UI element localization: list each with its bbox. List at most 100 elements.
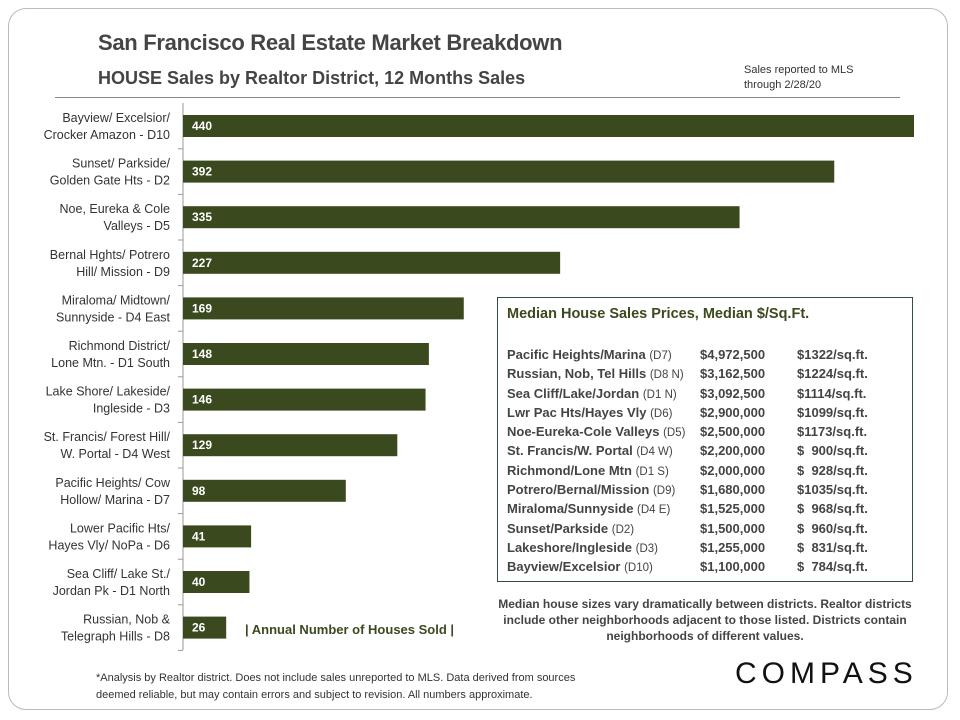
data-label: 227	[192, 256, 212, 270]
category-label: Sunnyside - D4 East	[56, 310, 170, 324]
table-row: Richmond/Lone Mtn (D1 S) $2,000,000 $ 928/…	[507, 462, 868, 482]
table-row: Sea Cliff/Lake/Jordan (D1 N) $3,092,500 $1…	[507, 386, 866, 405]
median-price: $3,162,500	[700, 366, 766, 382]
category-label: Russian, Nob &	[83, 613, 171, 627]
median-price: $2,000,000	[700, 462, 766, 478]
median-price: $1,100,000	[700, 559, 766, 575]
data-note: Sales reported to MLS through 2/28/20	[744, 63, 853, 93]
table-title: Median House Sales Prices, Median $/Sq.F…	[507, 306, 810, 322]
bar	[183, 616, 227, 639]
district-name: Miraloma/Sunnyside	[507, 501, 634, 517]
category-label: Sunset/ Parkside/	[72, 157, 170, 171]
data-label: 98	[192, 484, 206, 498]
district-name: Bayview/Excelsior	[507, 559, 621, 575]
bar	[183, 479, 346, 502]
category-label: Hollow/ Marina - D7	[60, 493, 170, 507]
category-label: Bayview/ Excelsior/	[62, 111, 170, 125]
district-code: (D4 W)	[636, 446, 673, 459]
table-row: Pacific Heights/Marina (D7) $4,972,500 $13…	[507, 347, 868, 366]
district-name: Lwr Pac Hts/Hayes Vly	[507, 404, 647, 420]
district-name: Sunset/Parkside	[507, 520, 609, 536]
district-code: (D7)	[649, 350, 672, 362]
price-per-sqft: $ 928/sq.ft.	[797, 462, 868, 478]
bar	[183, 434, 398, 457]
price-per-sqft: $ 784/sq.ft.	[797, 559, 868, 575]
district-code: (D4 E)	[637, 504, 671, 517]
table-row: Miraloma/Sunnyside (D4 E) $1,525,000 $ 968…	[507, 501, 868, 520]
page-subtitle: HOUSE Sales by Realtor District, 12 Mont…	[98, 68, 526, 88]
category-label: Hill/ Mission - D9	[76, 265, 170, 279]
district-name: St. Francis/W. Portal	[507, 443, 633, 459]
table-row: Lwr Pac Hts/Hayes Vly (D6) $2,900,000 $109…	[507, 404, 868, 424]
data-label: 335	[192, 210, 212, 224]
price-per-sqft: $1035/sq.ft.	[797, 482, 868, 498]
data-label: 26	[192, 621, 206, 635]
district-code: (D5)	[663, 427, 686, 440]
note-line: through 2/28/20	[744, 79, 822, 91]
category-label: Sea Cliff/ Lake St./	[67, 567, 171, 581]
category-label: Miraloma/ Midtown/	[62, 293, 171, 307]
district-code: (D10)	[624, 562, 653, 575]
footnote: *Analysis by Realtor district. Does not …	[96, 670, 575, 704]
data-label: 392	[192, 165, 212, 179]
category-label: Pacific Heights/ Cow	[55, 476, 171, 490]
district-name: Noe-Eureka-Cole Valleys	[507, 424, 660, 440]
legend-label: | Annual Number of Houses Sold |	[245, 622, 455, 637]
table-row: Russian, Nob, Tel Hills (D8 N) $3,162,500…	[507, 366, 868, 385]
category-label: Lower Pacific Hts/	[70, 521, 171, 535]
data-label: 148	[192, 347, 212, 361]
district-code: (D8 N)	[649, 369, 684, 382]
category-label: Hayes Vly/ NoPa - D6	[48, 538, 170, 552]
category-label: Noe, Eureka & Cole	[60, 202, 171, 216]
price-per-sqft: $1099/sq.ft.	[797, 404, 868, 420]
caption: Median house sizes vary dramatically bet…	[498, 597, 912, 643]
category-label: Valleys - D5	[104, 219, 171, 233]
median-price: $1,525,000	[700, 501, 766, 517]
district-code: (D2)	[611, 523, 635, 536]
category-label: Telegraph Hills - D8	[61, 630, 170, 644]
bar	[183, 571, 250, 593]
price-per-sqft: $ 960/sq.ft.	[797, 520, 868, 536]
district-name: Lakeshore/Ingleside	[507, 539, 632, 555]
district-name: Russian, Nob, Tel Hills	[507, 366, 647, 382]
price-per-sqft: $1224/sq.ft.	[797, 366, 868, 382]
category-label: Ingleside - D3	[93, 402, 170, 416]
data-label: 40	[192, 575, 206, 589]
category-label: Golden Gate Hts - D2	[50, 174, 170, 188]
slide-card	[8, 8, 948, 710]
category-label: Bernal Hghts/ Potrero	[50, 248, 170, 262]
data-label: 146	[192, 393, 212, 407]
median-price: $2,500,000	[700, 424, 766, 440]
district-code: (D1 N)	[642, 388, 677, 401]
footnote-line: *Analysis by Realtor district. Does not …	[96, 672, 576, 684]
table-row: Sunset/Parkside (D2) $1,500,000 $ 960/sq.f…	[507, 520, 868, 540]
bar	[183, 388, 426, 411]
data-label: 41	[192, 529, 206, 543]
header-divider	[55, 97, 900, 98]
category-label: St. Francis/ Forest Hill/	[44, 430, 171, 444]
table-row: Potrero/Bernal/Mission (D9) $1,680,000 $10…	[507, 482, 868, 501]
district-name: Richmond/Lone Mtn	[507, 462, 632, 478]
bar	[183, 115, 914, 137]
category-label: Lake Shore/ Lakeside/	[46, 385, 171, 399]
bar	[183, 343, 429, 365]
median-price: $3,092,500	[700, 385, 766, 401]
bar	[183, 297, 464, 320]
bar	[183, 251, 561, 274]
median-price-table: Median House Sales Prices, Median $/Sq.F…	[497, 297, 913, 582]
price-per-sqft: $ 831/sq.ft.	[797, 539, 868, 555]
district-name: Potrero/Bernal/Mission	[507, 482, 650, 498]
footnote-line: deemed reliable, but may contain errors …	[96, 689, 533, 701]
category-label: Jordan Pk - D1 North	[53, 584, 170, 598]
price-per-sqft: $1173/sq.ft.	[797, 424, 868, 440]
district-code: (D3)	[635, 542, 658, 555]
data-label: 129	[192, 438, 212, 452]
data-label: 169	[192, 301, 212, 315]
price-per-sqft: $ 968/sq.ft.	[797, 501, 868, 517]
category-label: Crocker Amazon - D10	[44, 128, 170, 142]
page-title: San Francisco Real Estate Market Breakdo…	[98, 30, 563, 55]
bar	[183, 160, 835, 183]
table-row: Noe-Eureka-Cole Valleys (D5) $2,500,000 $1…	[507, 424, 867, 443]
median-price: $1,680,000	[700, 482, 766, 498]
